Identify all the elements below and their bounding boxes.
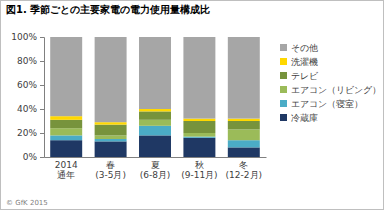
tick: 2014通年 <box>55 157 78 180</box>
bar <box>139 37 171 109</box>
tick: 80% <box>17 56 44 66</box>
tick-label: 秋(9-11月) <box>181 160 217 180</box>
tick: 冬(12-2月) <box>226 157 262 180</box>
tick-label: 0% <box>23 152 38 162</box>
bar <box>50 120 82 128</box>
bar <box>183 119 215 121</box>
tick-label-line: 通年 <box>57 170 75 180</box>
legend-swatch <box>280 100 287 107</box>
tick: 20% <box>17 128 44 138</box>
bar <box>95 139 127 141</box>
legend-item: その他 <box>280 43 318 53</box>
plot: 0%20%40%60%80%100%2014通年春(3-5月)夏(6-8月)秋(… <box>11 32 266 180</box>
legend-swatch <box>280 72 287 79</box>
legend-label: 冷蔵庫 <box>291 113 318 123</box>
bar <box>50 140 82 157</box>
bar <box>50 37 82 116</box>
legend: その他洗濯機テレビエアコン（リビング） エアコン（寝室） 冷蔵庫 <box>280 43 381 123</box>
bar <box>228 147 260 157</box>
tick: 春(3-5月) <box>95 157 126 180</box>
legend-item: エアコン（リビング） <box>280 85 381 95</box>
legend-label: 洗濯機 <box>291 57 318 67</box>
legend-swatch <box>280 58 287 65</box>
tick-label-line: 夏 <box>151 160 160 170</box>
bar <box>228 121 260 129</box>
tick-label: 20% <box>17 128 37 138</box>
bar <box>95 125 127 136</box>
bar <box>183 137 215 138</box>
tick-label: 60% <box>17 80 37 90</box>
bar <box>183 138 215 157</box>
tick: 秋(9-11月) <box>181 157 217 180</box>
bar <box>95 122 127 124</box>
tick-label-line: 秋 <box>195 160 204 170</box>
bar <box>95 135 127 139</box>
series <box>50 120 260 140</box>
legend-item: エアコン（寝室） <box>280 99 363 109</box>
x-axis: 2014通年春(3-5月)夏(6-8月)秋(9-11月)冬(12-2月) <box>45 157 267 180</box>
bar <box>139 120 171 126</box>
bar <box>228 129 260 140</box>
tick-mark <box>40 61 44 62</box>
legend-swatch <box>280 114 287 121</box>
bar <box>228 37 260 119</box>
tick: 40% <box>17 104 44 114</box>
bar <box>50 128 82 135</box>
axis-line <box>40 38 45 158</box>
tick-mark <box>40 109 44 110</box>
tick-label-line: 春 <box>106 160 115 170</box>
tick-label: 春(3-5月) <box>95 160 126 180</box>
tick: 100% <box>11 32 44 42</box>
title: 図1. 季節ごとの主要家電の電力使用量構成比 <box>6 4 210 15</box>
bar <box>228 140 260 147</box>
bar <box>183 133 215 137</box>
legend-swatch <box>280 44 287 51</box>
tick: 0% <box>23 152 44 162</box>
tick-mark <box>40 85 44 86</box>
tick-label-line: (3-5月) <box>95 170 126 180</box>
bars <box>50 37 260 157</box>
bar <box>183 37 215 119</box>
chart: 図1. 季節ごとの主要家電の電力使用量構成比 © GfK 2015 0% 20% 40%… <box>0 0 384 210</box>
annotation: © GfK 2015 <box>6 199 48 207</box>
tick-label-line: (9-11月) <box>181 170 217 180</box>
legend-item: 洗濯機 <box>280 57 318 67</box>
tick-label-line: (12-2月) <box>226 170 262 180</box>
tick-label-line: 2014 <box>55 160 78 170</box>
tick: 夏(6-8月) <box>140 157 171 180</box>
legend-item: 冷蔵庫 <box>280 113 318 123</box>
y-axis: 0% 20% 40% 60% 80% 100% <box>11 32 44 162</box>
tick-label: 100% <box>11 32 37 42</box>
legend-item: テレビ <box>280 71 319 81</box>
tick-label-line: (6-8月) <box>140 170 171 180</box>
bar <box>95 141 127 157</box>
tick-mark <box>40 37 44 38</box>
legend-swatch <box>280 86 287 93</box>
bar <box>228 119 260 121</box>
tick-label: 40% <box>17 104 37 114</box>
legend-label: テレビ <box>291 71 319 81</box>
legend-label: エアコン（リビング） <box>291 85 381 95</box>
tick-label-line: 冬 <box>239 160 248 170</box>
tick-label: 2014通年 <box>55 160 78 180</box>
legend-label: エアコン（寝室） <box>291 99 363 109</box>
tick-label: 夏(6-8月) <box>140 160 171 180</box>
tick-mark <box>40 157 44 158</box>
bar <box>139 126 171 136</box>
bar <box>139 111 171 119</box>
tick-label: 80% <box>17 56 37 66</box>
bar <box>139 109 171 111</box>
bar <box>139 135 171 157</box>
bar <box>50 135 82 140</box>
tick-mark <box>40 133 44 134</box>
series <box>50 37 260 122</box>
axis-line <box>45 157 267 158</box>
chart-border <box>1 1 384 210</box>
tick-label: 冬(12-2月) <box>226 160 262 180</box>
bar <box>183 121 215 133</box>
legend-label: その他 <box>291 43 318 53</box>
bar <box>95 37 127 122</box>
tick: 60% <box>17 80 44 90</box>
bar <box>50 116 82 120</box>
